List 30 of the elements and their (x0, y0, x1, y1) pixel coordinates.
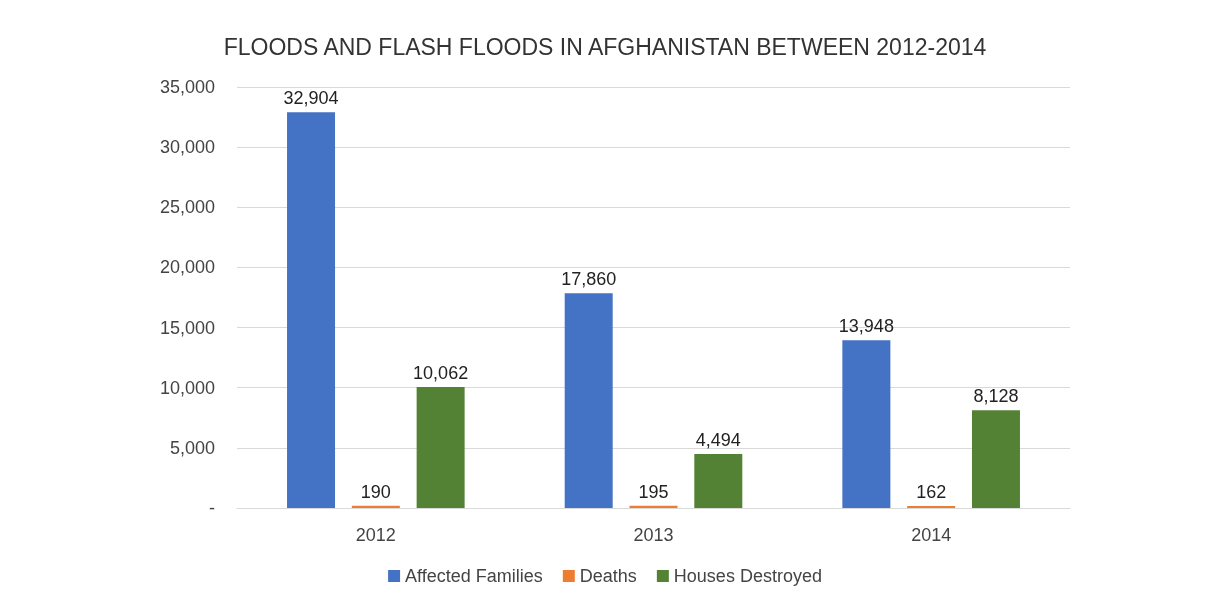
data-label: 10,062 (413, 362, 469, 383)
y-tick-label: 25,000 (159, 197, 215, 218)
x-tick-label: 2014 (911, 525, 952, 545)
y-tick-label: 15,000 (159, 317, 215, 338)
y-tick-label: 20,000 (159, 257, 215, 278)
data-label: 17,860 (561, 269, 617, 290)
data-label: 162 (916, 482, 947, 503)
bar (564, 293, 613, 508)
bar (971, 410, 1020, 508)
data-label: 32,904 (283, 88, 339, 109)
data-label: 13,948 (838, 316, 894, 337)
y-tick-label: - (209, 498, 215, 518)
bar (694, 453, 743, 508)
x-tick-label: 2012 (355, 525, 396, 545)
data-label: 8,128 (973, 386, 1019, 407)
bar (416, 386, 465, 508)
legend-label: Deaths (579, 566, 637, 586)
x-tick-label: 2013 (633, 525, 674, 545)
legend-label: Affected Families (405, 566, 543, 586)
data-label: 190 (360, 481, 391, 502)
bar (842, 340, 891, 508)
y-tick-label: 5,000 (169, 437, 215, 458)
y-tick-label: 35,000 (159, 77, 215, 97)
y-tick-label: 30,000 (159, 137, 215, 158)
data-label: 195 (638, 481, 669, 502)
bar (287, 112, 336, 508)
y-tick-label: 10,000 (159, 377, 215, 398)
legend-label: Houses Destroyed (673, 566, 822, 586)
chart-title: FLOODS AND FLASH FLOODS IN AFGHANISTAN BETWEEN 2012-2014 (223, 33, 987, 60)
data-label: 4,494 (695, 429, 741, 450)
